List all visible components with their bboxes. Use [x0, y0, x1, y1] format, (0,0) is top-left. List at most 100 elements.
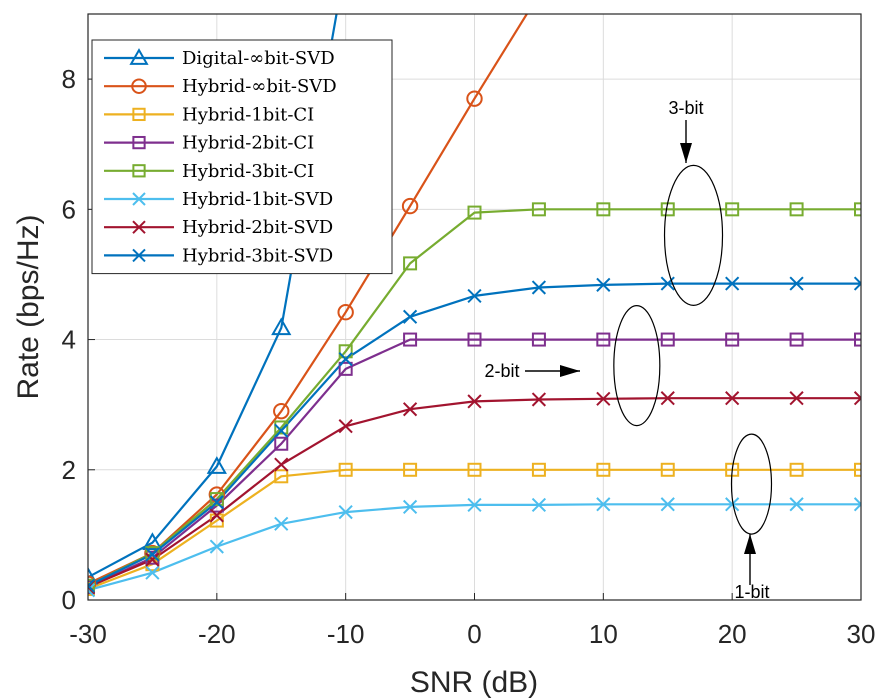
data-point [88, 566, 99, 585]
y-tick-label: 6 [62, 194, 76, 224]
legend-marker [129, 48, 149, 65]
data-point [660, 276, 675, 291]
data-point [789, 202, 804, 217]
data-point [531, 332, 546, 347]
annotation-label: 1-bit [734, 582, 769, 602]
data-point [596, 332, 611, 347]
data-point [854, 202, 861, 217]
data-point [274, 516, 289, 531]
x-tick-label: 0 [467, 619, 481, 649]
data-point [274, 423, 289, 438]
data-point [789, 276, 804, 291]
legend-box [91, 39, 393, 275]
legend-marker [132, 135, 146, 150]
data-point [531, 497, 547, 513]
data-point [88, 578, 96, 593]
legend-marker [131, 78, 147, 94]
data-point [338, 504, 353, 520]
legend-marker [132, 248, 146, 263]
data-point [596, 462, 611, 477]
data-point [789, 497, 804, 512]
data-point [209, 495, 224, 510]
data-point [467, 497, 482, 513]
y-tick-label: 4 [62, 325, 76, 355]
data-point [273, 402, 290, 420]
x-tick-label: 30 [847, 619, 876, 649]
data-point [466, 90, 483, 107]
data-point [660, 332, 675, 347]
data-point [338, 462, 353, 477]
data-point [596, 391, 611, 406]
data-point [789, 462, 804, 477]
data-point [338, 361, 353, 376]
group-ellipse [613, 305, 661, 427]
annotation-label: 2-bit [484, 361, 519, 381]
legend-label: Hybrid-2bit-CI [182, 133, 314, 154]
data-point [271, 317, 292, 336]
data-point [725, 276, 740, 291]
data-point [337, 304, 354, 321]
data-point [853, 276, 861, 291]
data-point [532, 0, 546, 2]
x-axis-title: SNR (dB) [410, 666, 538, 699]
legend-label: Hybrid-3bit-SVD [182, 245, 333, 266]
legend-label: Digital-∞bit-SVD [182, 48, 335, 69]
data-point [660, 391, 675, 406]
data-point [531, 392, 547, 407]
data-point [854, 462, 861, 477]
data-point [789, 391, 804, 406]
x-tick-label: 20 [718, 619, 747, 649]
annotations: 3-bit 2-bit 1-bit [484, 98, 773, 602]
legend-marker [132, 220, 146, 234]
data-point [467, 288, 482, 304]
data-point [596, 277, 611, 292]
data-point [854, 332, 861, 347]
data-point [142, 532, 163, 551]
data-point [467, 394, 482, 409]
y-tick-label: 2 [62, 455, 76, 485]
data-point [209, 492, 224, 507]
x-tick-label: -10 [327, 619, 365, 649]
data-point [145, 565, 160, 580]
legend-marker [132, 192, 146, 206]
data-point [467, 205, 482, 220]
legend-marker [132, 164, 146, 178]
data-point [467, 332, 482, 347]
data-point [274, 436, 289, 451]
data-point [338, 419, 353, 434]
data-point [789, 332, 804, 347]
data-point [145, 547, 160, 562]
data-point [531, 202, 546, 217]
y-tick-label: 0 [62, 585, 76, 615]
data-point [531, 462, 546, 477]
legend-label: Hybrid-2bit-SVD [182, 217, 333, 238]
data-point [853, 497, 861, 512]
data-point [531, 280, 547, 295]
legend-label: Hybrid-3bit-CI [182, 161, 314, 182]
y-axis-title: Rate (bps/Hz) [12, 214, 45, 399]
legend-marker [132, 107, 146, 122]
data-point [209, 508, 224, 523]
data-point [402, 402, 418, 417]
data-point [596, 202, 611, 217]
data-point [88, 583, 96, 598]
data-point [403, 462, 418, 477]
y-tick-label: 8 [62, 64, 76, 94]
x-tick-label: -30 [69, 619, 107, 649]
data-point [402, 499, 418, 514]
data-point [467, 462, 482, 477]
data-point [660, 462, 675, 477]
data-point [274, 457, 289, 472]
data-point [88, 578, 95, 593]
group-ellipse [663, 164, 724, 306]
data-point [209, 539, 224, 554]
data-point [206, 456, 227, 474]
data-point [403, 256, 418, 271]
data-point [596, 497, 611, 512]
data-point [725, 391, 740, 406]
legend: Digital-∞bit-SVD Hybrid-∞bit-SVD Hybrid-1b… [91, 39, 393, 275]
annotation-label: 3-bit [668, 98, 703, 118]
axis-ticks: -30 -20 -10 0 10 20 30 0 2 4 6 8 [62, 64, 876, 649]
data-point [725, 497, 740, 512]
